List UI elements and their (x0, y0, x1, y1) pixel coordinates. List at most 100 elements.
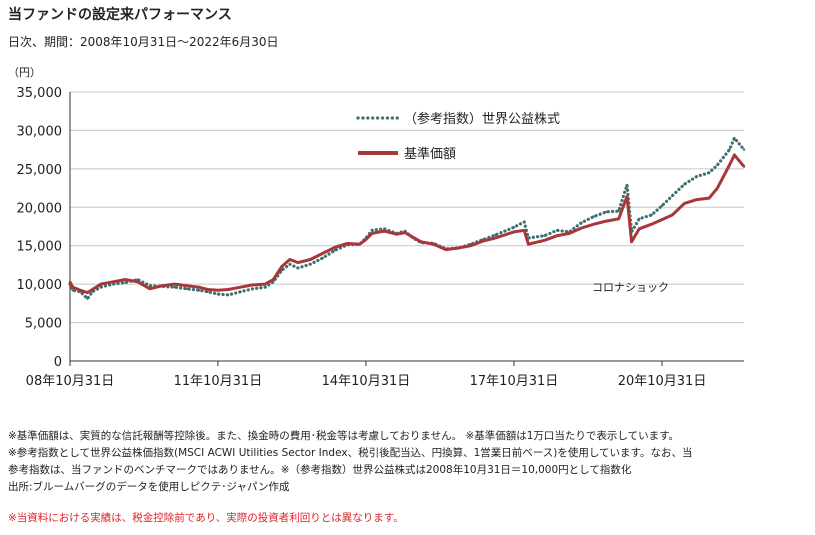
data-point (86, 297, 89, 300)
data-point (148, 287, 152, 290)
footnote-line: ※参考指数として世界公益株価指数(MSCI ACWI Utilities Sec… (8, 447, 693, 459)
data-point (708, 196, 711, 200)
data-point (671, 194, 674, 197)
data-point (617, 209, 620, 213)
data-point (568, 232, 571, 235)
data-point (86, 291, 89, 294)
data-point (321, 256, 324, 260)
data-point (638, 227, 641, 230)
data-point (555, 234, 559, 237)
y-tick-label: 15,000 (17, 240, 63, 255)
data-point (605, 219, 608, 223)
data-point (555, 229, 559, 232)
data-point (206, 290, 209, 293)
series-line-nav (68, 153, 746, 295)
data-point (124, 278, 127, 281)
data-point (650, 213, 653, 217)
data-point (364, 238, 368, 241)
data-point (695, 198, 698, 201)
x-tick-label: 17年10月31日 (470, 374, 559, 389)
data-point (512, 230, 516, 234)
data-point (91, 288, 94, 291)
data-point (251, 287, 254, 290)
data-point (148, 284, 152, 287)
data-point (432, 243, 435, 246)
y-tick-label: 5,000 (25, 317, 62, 332)
data-point (650, 223, 653, 226)
y-tick-label: 30,000 (17, 124, 63, 139)
x-tick-label: 08年10月31日 (26, 374, 115, 389)
data-point (370, 232, 374, 235)
data-point (383, 227, 386, 230)
data-point (469, 244, 472, 247)
corona-shock-annotation: コロナショック (592, 281, 669, 294)
data-point (309, 258, 312, 261)
footnotes: ※基準価額は、実質的な信託報酬等控除後。また、換金時の費用･税金等は考慮しており… (8, 428, 808, 496)
data-point (71, 289, 74, 292)
data-point (99, 286, 102, 289)
performance-chart: （円） 0 5,000 10,000 15,000 20,000 25,000 30,000… (8, 66, 746, 389)
data-point (625, 195, 629, 198)
data-point (288, 258, 291, 261)
data-point (280, 265, 283, 268)
data-point (695, 175, 698, 178)
data-point (728, 163, 731, 167)
data-point (185, 287, 188, 290)
data-point (272, 278, 275, 281)
data-point (592, 215, 596, 218)
data-point (71, 286, 74, 289)
data-point (358, 243, 361, 246)
data-point (198, 286, 201, 289)
data-point (216, 292, 220, 296)
data-point (296, 266, 300, 270)
y-tick-label: 10,000 (17, 278, 63, 293)
data-point (625, 183, 629, 187)
data-point (523, 229, 526, 232)
data-point (111, 280, 115, 283)
data-point (346, 242, 349, 245)
data-point (592, 223, 596, 226)
data-point (403, 231, 406, 234)
data-point (124, 281, 127, 284)
data-point (708, 171, 711, 174)
data-point (683, 202, 686, 205)
data-point (543, 234, 546, 237)
data-point (185, 284, 188, 287)
data-point (457, 246, 460, 250)
data-point (288, 263, 291, 266)
data-point (716, 186, 719, 190)
data-point (494, 233, 497, 237)
data-point (742, 148, 746, 151)
data-point (523, 220, 526, 224)
data-point (512, 226, 516, 229)
data-point (733, 136, 736, 140)
data-point (333, 246, 337, 249)
footnote-line: ※基準価額は、実質的な信託報酬等控除後。また、換金時の費用･税金等は考慮しており… (8, 430, 680, 442)
footnote-line: 出所:ブルームバーグのデータを使用しピクテ･ジャパン作成 (8, 481, 290, 493)
data-point (227, 288, 230, 291)
data-point (136, 278, 139, 281)
chart-subtitle: 日次、期間：2008年10月31日～2022年6月30日 (8, 35, 279, 49)
data-point (251, 283, 254, 287)
data-point (617, 217, 620, 220)
series-layer (68, 136, 746, 301)
data-point (580, 226, 583, 230)
data-point (296, 261, 300, 264)
data-point (543, 239, 546, 242)
data-point (395, 233, 398, 236)
data-point (216, 289, 220, 292)
y-tick-label: 35,000 (17, 86, 63, 101)
data-point (321, 252, 324, 255)
data-point (173, 286, 176, 289)
data-point (227, 293, 230, 297)
data-point (411, 236, 415, 239)
data-point (239, 286, 242, 289)
data-point (68, 280, 72, 283)
data-point (383, 229, 386, 233)
data-point (742, 165, 746, 168)
data-point (309, 263, 312, 266)
data-point (683, 183, 686, 186)
data-point (728, 148, 731, 151)
data-point (136, 280, 139, 283)
